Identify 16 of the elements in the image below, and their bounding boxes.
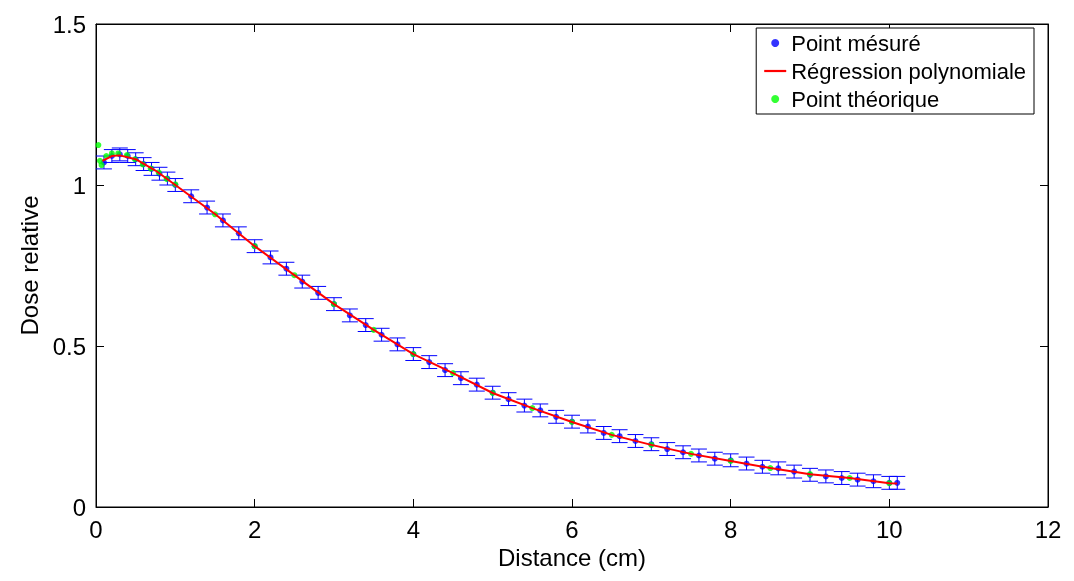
legend-label: Point mésuré [791, 30, 921, 56]
x-tick-label: 0 [89, 515, 103, 543]
x-tick-label: 4 [406, 515, 421, 543]
x-tick-label: 6 [565, 515, 579, 543]
legend-label: Régression polynomiale [791, 58, 1026, 84]
y-tick-label: 1.5 [52, 10, 86, 38]
x-tick-label: 10 [875, 515, 903, 543]
y-tick-label: 0.5 [52, 332, 86, 360]
x-tick-label: 8 [723, 515, 738, 543]
y-axis-title: Dose relative [16, 195, 44, 336]
y-tick-label: 0 [72, 493, 86, 521]
x-tick-label: 2 [247, 515, 262, 543]
y-tick-label: 1 [72, 171, 86, 199]
x-axis-title: Distance (cm) [497, 544, 647, 572]
legend-label: Point théorique [791, 86, 940, 112]
x-tick-label: 12 [1034, 515, 1062, 543]
